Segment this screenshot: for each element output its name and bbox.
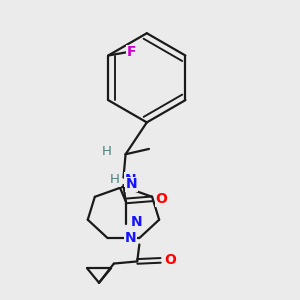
Text: H: H (101, 145, 111, 158)
Text: N: N (125, 231, 137, 245)
Text: O: O (164, 254, 176, 267)
Text: N: N (130, 215, 142, 229)
Text: N: N (126, 178, 138, 191)
Text: H: H (110, 173, 120, 186)
Text: F: F (127, 45, 136, 59)
Text: N: N (125, 173, 137, 187)
Text: O: O (156, 192, 168, 206)
